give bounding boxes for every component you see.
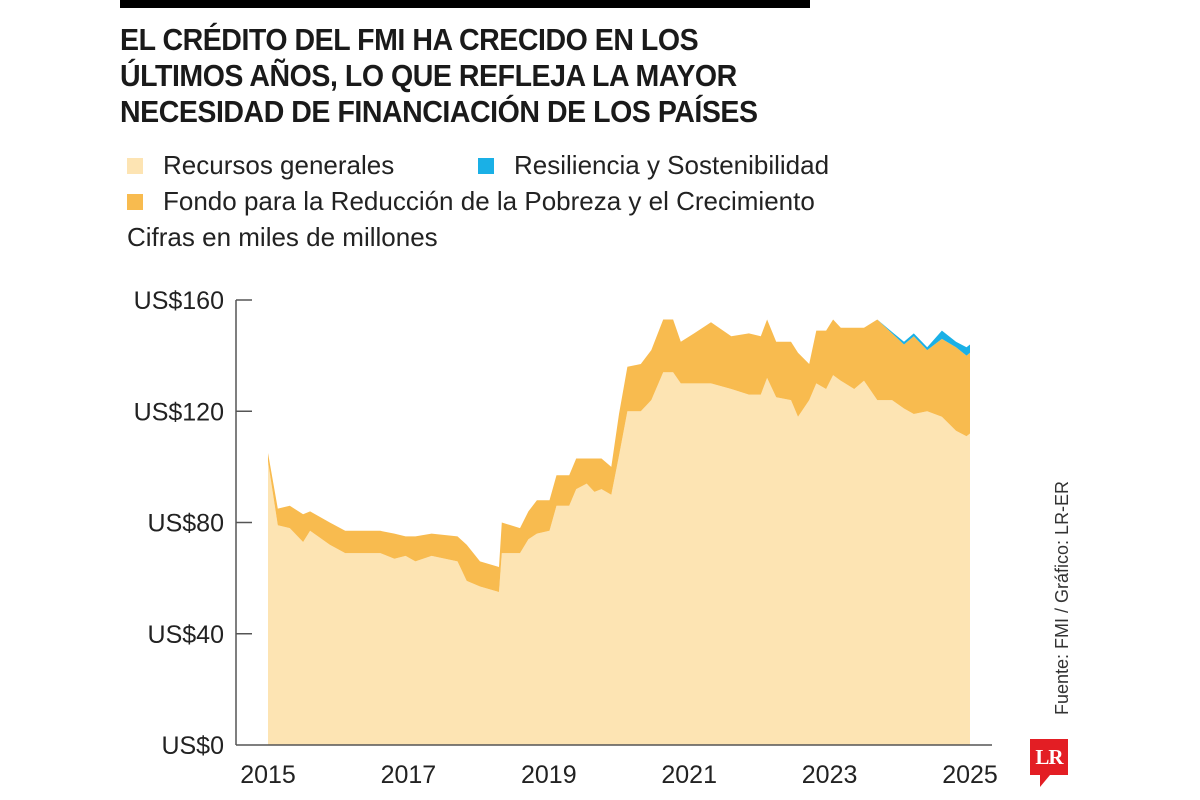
- lr-logo: LR: [1030, 739, 1068, 775]
- area-recursos-generales: [268, 372, 970, 745]
- y-tick-label: US$160: [134, 287, 224, 315]
- chart-title: EL CRÉDITO DEL FMI HA CRECIDO EN LOS ÚLT…: [120, 22, 819, 130]
- legend-item-prgt: Fondo para la Reducción de la Pobreza y …: [127, 186, 815, 217]
- x-tick-label: 2025: [942, 761, 998, 789]
- x-tick-label: 2017: [381, 761, 437, 789]
- legend-item-resiliencia: Resiliencia y Sostenibilidad: [478, 150, 829, 181]
- legend-label: Recursos generales: [163, 150, 395, 180]
- legend-label: Resiliencia y Sostenibilidad: [514, 150, 830, 180]
- x-tick-label: 2021: [661, 761, 717, 789]
- chart-ticks: US$0 US$40 US$80 US$120 US$160 2015 2017 2019 20…: [134, 287, 998, 789]
- title-line-3: NECESIDAD DE FINANCIACIÓN DE LOS PAÍSES: [120, 94, 758, 129]
- x-tick-label: 2019: [521, 761, 577, 789]
- legend-swatch-recursos-generales: [127, 157, 143, 174]
- y-tick-label: US$120: [134, 398, 224, 426]
- legend-swatch-prgt: [127, 193, 143, 210]
- title-line-2: ÚLTIMOS AÑOS, LO QUE REFLEJA LA MAYOR: [120, 58, 737, 93]
- lr-logo-tail: [1040, 775, 1050, 787]
- legend-swatch-resiliencia: [478, 157, 494, 174]
- legend-item-recursos-generales: Recursos generales: [127, 150, 394, 181]
- legend-label: Fondo para la Reducción de la Pobreza y …: [163, 186, 815, 216]
- x-tick-label: 2015: [240, 761, 296, 789]
- x-tick-label: 2023: [802, 761, 858, 789]
- units-note: Cifras en miles de millones: [127, 222, 438, 252]
- y-tick-label: US$80: [148, 510, 224, 538]
- source-credit: Fuente: FMI / Gráfico: LR-ER: [1052, 480, 1072, 715]
- area-fondo-para-la-reduccion-de-la-pobreza-y-el-crecimiento: [268, 319, 970, 592]
- chart-areas: [268, 319, 970, 745]
- y-tick-label: US$40: [148, 621, 224, 649]
- y-tick-label: US$0: [161, 732, 224, 760]
- header-rule: [120, 0, 810, 8]
- title-line-1: EL CRÉDITO DEL FMI HA CRECIDO EN LOS: [120, 22, 699, 57]
